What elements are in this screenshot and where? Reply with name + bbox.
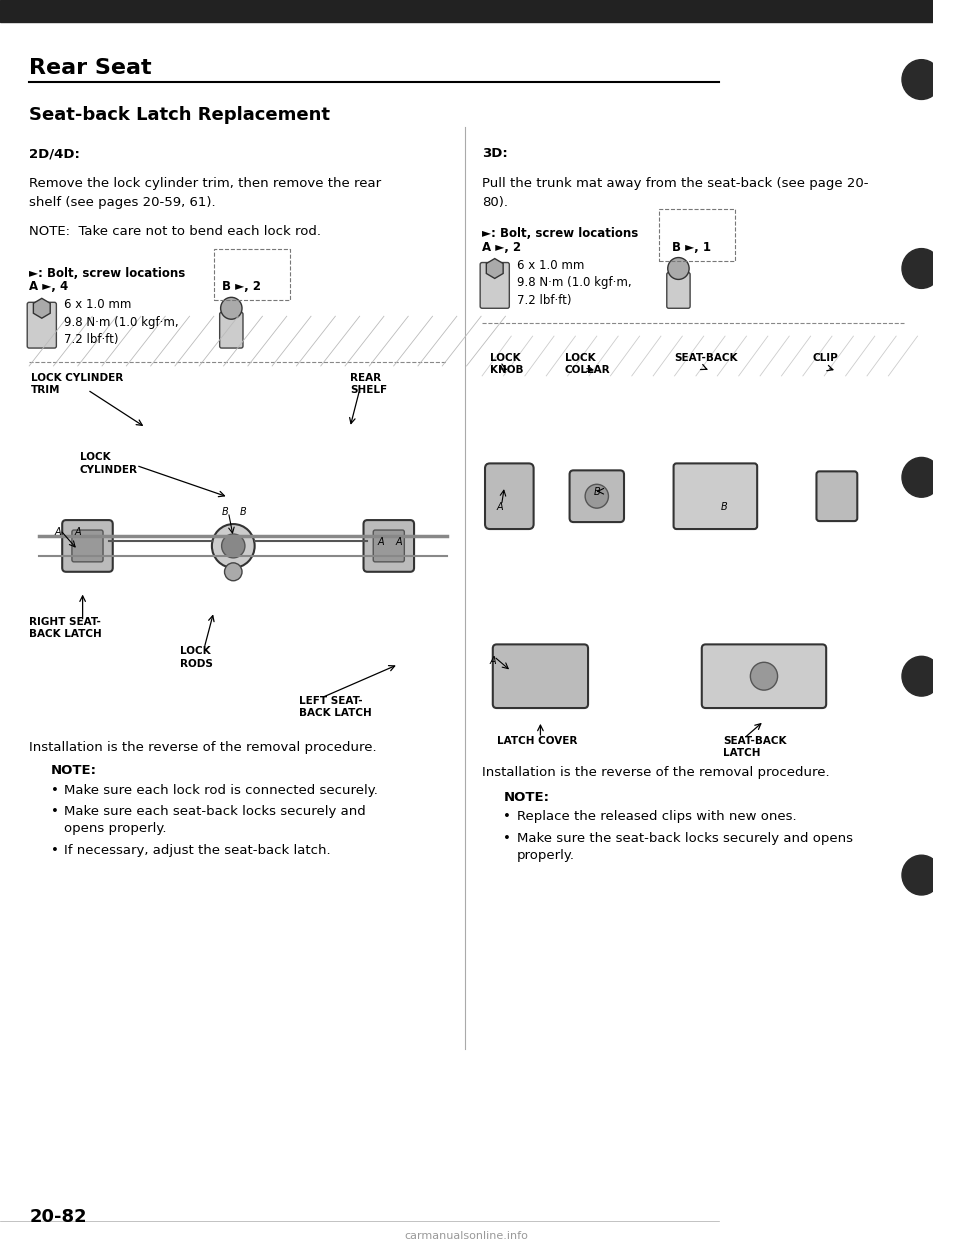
Text: Seat-back Latch Replacement: Seat-back Latch Replacement [29, 107, 330, 124]
FancyBboxPatch shape [485, 463, 534, 529]
Circle shape [586, 484, 609, 508]
Text: •: • [503, 811, 512, 823]
Circle shape [751, 662, 778, 691]
FancyBboxPatch shape [220, 312, 243, 348]
Text: LEFT SEAT-
BACK LATCH: LEFT SEAT- BACK LATCH [300, 696, 372, 719]
Text: B: B [222, 507, 228, 517]
Text: •: • [503, 832, 512, 846]
Text: LOCK CYLINDER
TRIM: LOCK CYLINDER TRIM [31, 373, 123, 395]
FancyBboxPatch shape [702, 645, 827, 708]
Text: Pull the trunk mat away from the seat-back (see page 20-
80).: Pull the trunk mat away from the seat-ba… [482, 178, 869, 209]
Text: If necessary, adjust the seat-back latch.: If necessary, adjust the seat-back latch… [64, 845, 331, 857]
Text: CLIP: CLIP [812, 353, 838, 363]
Circle shape [221, 297, 242, 319]
Circle shape [902, 856, 941, 895]
Text: B: B [240, 507, 247, 517]
Text: A ►, 2: A ►, 2 [482, 241, 521, 253]
FancyBboxPatch shape [27, 302, 57, 348]
Text: B ►, 1: B ►, 1 [672, 241, 710, 253]
FancyBboxPatch shape [492, 645, 588, 708]
FancyBboxPatch shape [674, 463, 757, 529]
Text: LOCK
KNOB: LOCK KNOB [490, 353, 523, 375]
Text: A: A [496, 502, 503, 512]
Text: RIGHT SEAT-
BACK LATCH: RIGHT SEAT- BACK LATCH [29, 616, 102, 638]
Text: •: • [51, 806, 59, 818]
Text: SEAT-BACK: SEAT-BACK [675, 353, 738, 363]
Text: •: • [51, 784, 59, 796]
Text: B: B [720, 502, 727, 512]
Text: Installation is the reverse of the removal procedure.: Installation is the reverse of the remov… [29, 740, 376, 754]
Text: Rear Seat: Rear Seat [29, 57, 152, 78]
Text: Remove the lock cylinder trim, then remove the rear
shelf (see pages 20-59, 61).: Remove the lock cylinder trim, then remo… [29, 178, 381, 209]
Circle shape [902, 656, 941, 696]
FancyBboxPatch shape [373, 530, 404, 561]
Text: LOCK
COLLAR: LOCK COLLAR [564, 353, 611, 375]
FancyBboxPatch shape [72, 530, 103, 561]
FancyBboxPatch shape [62, 520, 112, 571]
Bar [659, 209, 734, 261]
Text: •: • [51, 845, 59, 857]
Circle shape [222, 534, 245, 558]
FancyBboxPatch shape [364, 520, 414, 571]
Text: B: B [594, 487, 601, 497]
FancyBboxPatch shape [480, 262, 510, 308]
Text: NOTE:: NOTE: [51, 764, 97, 776]
Text: Make sure each seat-back locks securely and
opens properly.: Make sure each seat-back locks securely … [64, 806, 366, 836]
Text: 3D:: 3D: [482, 147, 508, 160]
Circle shape [902, 248, 941, 288]
Text: A: A [75, 527, 81, 537]
Circle shape [902, 60, 941, 99]
Text: LATCH COVER: LATCH COVER [496, 735, 577, 746]
Text: 6 x 1.0 mm
9.8 N·m (1.0 kgf·m,
7.2 lbf·ft): 6 x 1.0 mm 9.8 N·m (1.0 kgf·m, 7.2 lbf·f… [64, 298, 179, 347]
Text: SEAT-BACK
LATCH: SEAT-BACK LATCH [723, 735, 786, 759]
Text: ►: Bolt, screw locations: ►: Bolt, screw locations [482, 227, 638, 240]
Text: NOTE:: NOTE: [503, 791, 549, 804]
Text: REAR
SHELF: REAR SHELF [349, 373, 387, 395]
Text: B ►, 2: B ►, 2 [222, 281, 260, 293]
FancyBboxPatch shape [816, 472, 857, 522]
Text: 20-82: 20-82 [29, 1208, 86, 1226]
Text: NOTE:  Take care not to bend each lock rod.: NOTE: Take care not to bend each lock ro… [29, 225, 322, 237]
Text: A: A [396, 537, 402, 546]
Text: A ►, 4: A ►, 4 [29, 281, 68, 293]
Text: A: A [55, 527, 61, 537]
FancyBboxPatch shape [569, 471, 624, 522]
Text: Replace the released clips with new ones.: Replace the released clips with new ones… [517, 811, 797, 823]
Circle shape [212, 524, 254, 568]
Bar [0, 0, 933, 22]
Text: carmanualsonline.info: carmanualsonline.info [404, 1231, 529, 1241]
Circle shape [668, 257, 689, 279]
Circle shape [225, 563, 242, 581]
Text: ►: Bolt, screw locations: ►: Bolt, screw locations [29, 267, 185, 279]
FancyBboxPatch shape [667, 272, 690, 308]
Text: Make sure each lock rod is connected securely.: Make sure each lock rod is connected sec… [64, 784, 378, 796]
Circle shape [902, 457, 941, 497]
Text: LOCK
RODS: LOCK RODS [180, 646, 213, 668]
Text: LOCK
CYLINDER: LOCK CYLINDER [80, 452, 137, 474]
Text: Installation is the reverse of the removal procedure.: Installation is the reverse of the remov… [482, 766, 829, 779]
Text: Make sure the seat-back locks securely and opens
properly.: Make sure the seat-back locks securely a… [517, 832, 853, 862]
Text: 6 x 1.0 mm
9.8 N·m (1.0 kgf·m,
7.2 lbf·ft): 6 x 1.0 mm 9.8 N·m (1.0 kgf·m, 7.2 lbf·f… [517, 258, 632, 307]
Text: A: A [377, 537, 384, 546]
Text: A: A [490, 656, 496, 666]
Text: 2D/4D:: 2D/4D: [29, 147, 80, 160]
Bar [214, 248, 290, 301]
